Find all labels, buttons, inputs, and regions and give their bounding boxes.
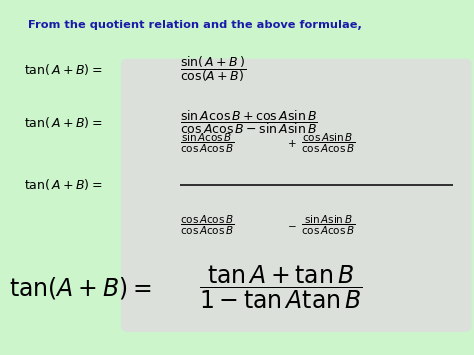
Text: $\mathrm{tan}(\,A+B) =$: $\mathrm{tan}(\,A+B) =$ <box>24 177 102 192</box>
Text: From the quotient relation and the above formulae,: From the quotient relation and the above… <box>28 20 362 29</box>
Text: $\dfrac{\cos A\sin B}{\cos A\cos B}$: $\dfrac{\cos A\sin B}{\cos A\cos B}$ <box>301 132 356 155</box>
Text: $\dfrac{\sin A\cos B+\cos A\sin B}{\cos A\cos B-\sin A\sin B}$: $\dfrac{\sin A\cos B+\cos A\sin B}{\cos … <box>180 109 318 136</box>
Text: $\mathrm{tan}(\,A+B) =$: $\mathrm{tan}(\,A+B) =$ <box>24 115 102 130</box>
Text: $\mathrm{tan}(\,A+B) =$: $\mathrm{tan}(\,A+B) =$ <box>24 62 102 77</box>
Text: $\mathrm{tan}(A+B) =$: $\mathrm{tan}(A+B) =$ <box>9 274 152 301</box>
Text: $\dfrac{\sin(\,A+B\,)}{\cos(A+B)}$: $\dfrac{\sin(\,A+B\,)}{\cos(A+B)}$ <box>180 54 246 84</box>
Text: $\dfrac{\sin A\cos B}{\cos A\cos B}$: $\dfrac{\sin A\cos B}{\cos A\cos B}$ <box>180 132 235 155</box>
Text: $-$: $-$ <box>287 221 296 230</box>
Text: $+$: $+$ <box>287 138 296 149</box>
FancyBboxPatch shape <box>121 59 472 332</box>
Text: $\dfrac{\cos A\cos B}{\cos A\cos B}$: $\dfrac{\cos A\cos B}{\cos A\cos B}$ <box>180 214 235 237</box>
Text: $\dfrac{\tan A+\tan B}{1-\tan A\tan B}$: $\dfrac{\tan A+\tan B}{1-\tan A\tan B}$ <box>199 264 363 311</box>
Text: $\dfrac{\sin A\sin B}{\cos A\cos B}$: $\dfrac{\sin A\sin B}{\cos A\cos B}$ <box>301 214 356 237</box>
